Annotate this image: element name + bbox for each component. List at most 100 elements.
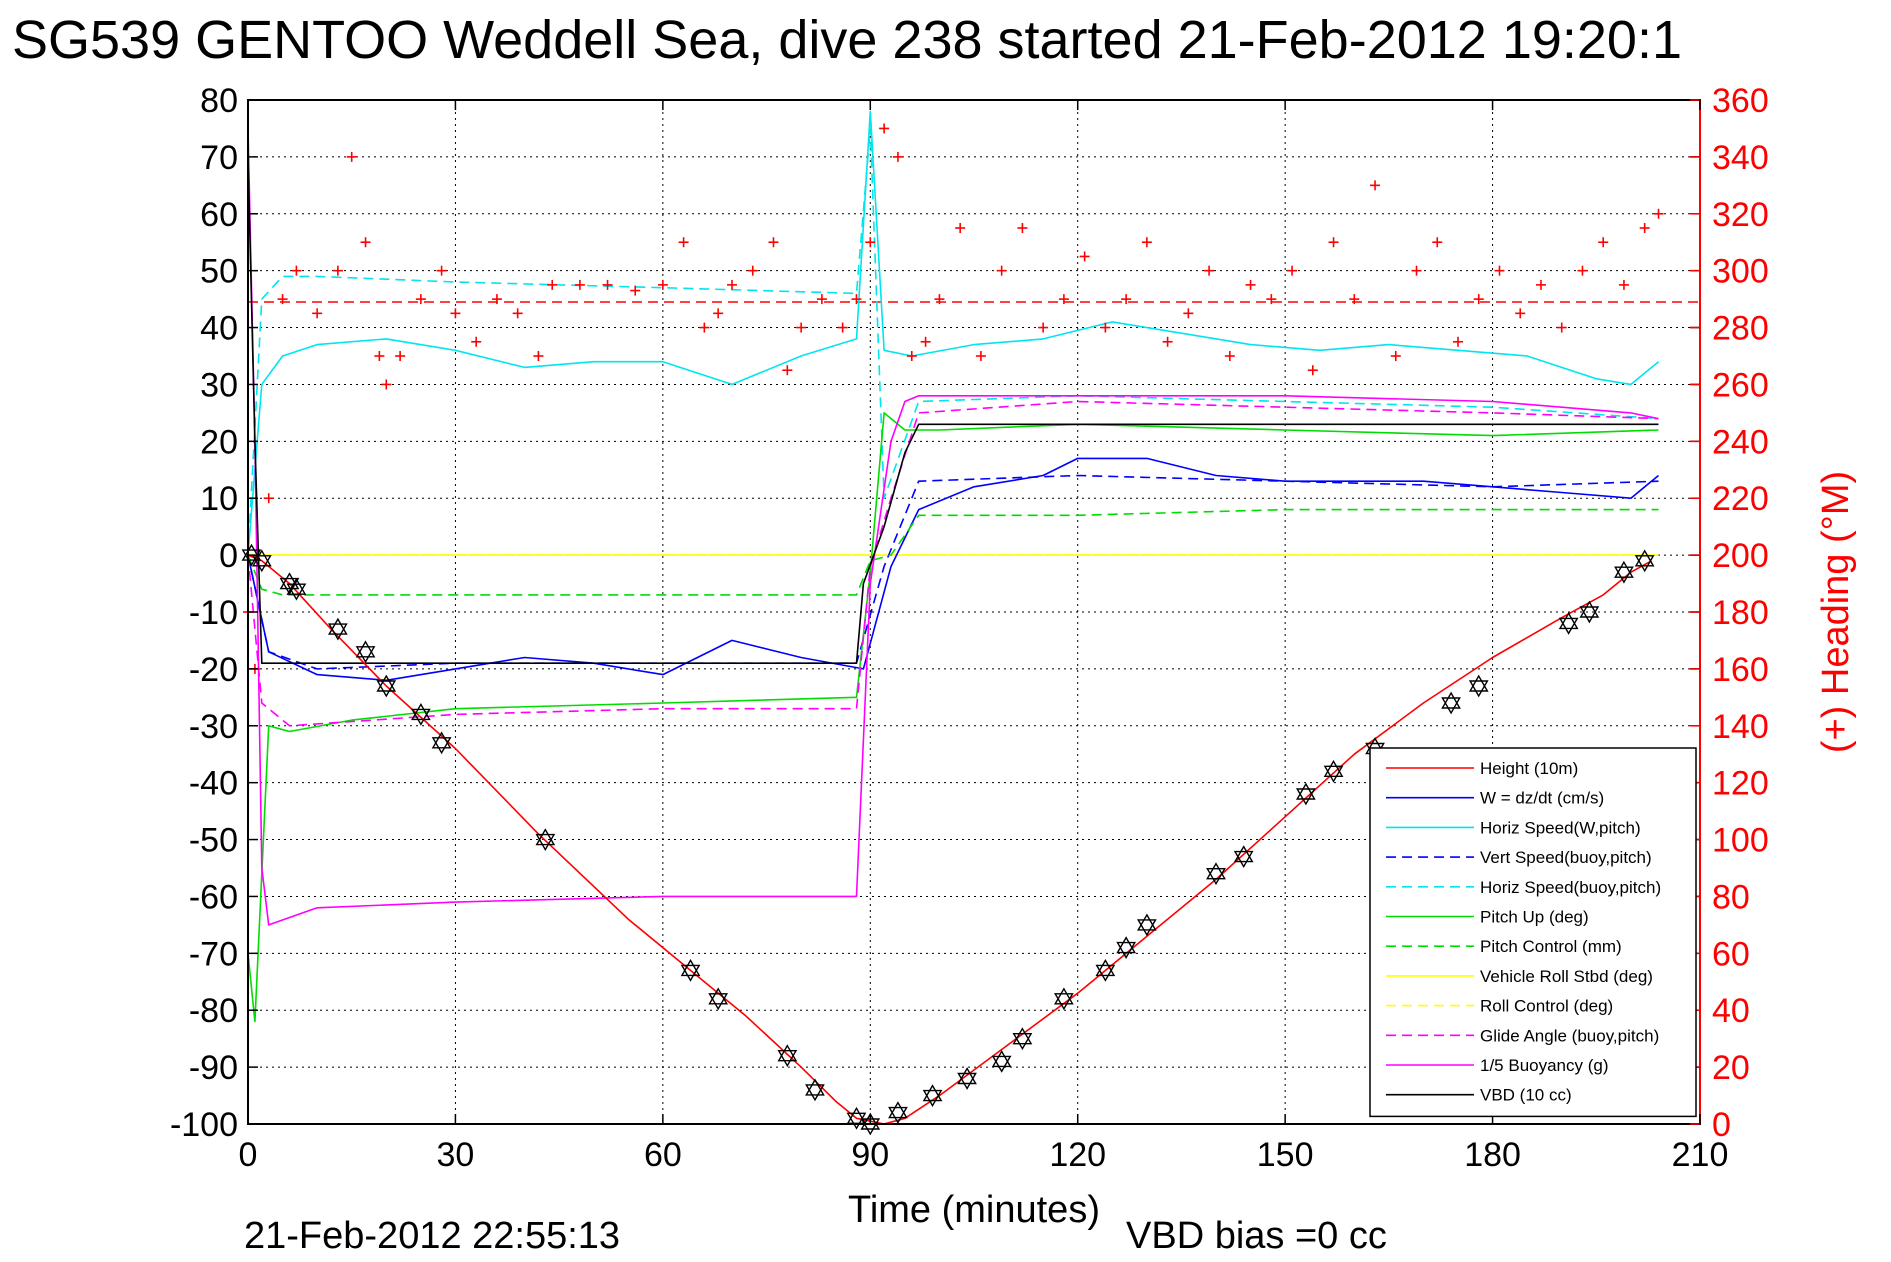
legend-label-roll-control-deg: Roll Control (deg) [1480,997,1613,1016]
y-right-tick-label: 180 [1712,594,1769,632]
heading-point [892,151,903,162]
height-markers [241,543,1655,1136]
height-marker [1116,936,1137,960]
height-marker-tri-up [1441,691,1461,709]
height-marker-tri-down [355,646,376,664]
heading-point [1224,351,1235,361]
height-marker [1233,845,1254,869]
x-tick-label: 210 [1672,1136,1729,1174]
legend-label-horiz-speed-buoy-pitch: Horiz Speed(buoy,pitch) [1480,878,1661,897]
x-axis-ticks: 0 30 60 90 120 150 180 210 [239,100,1729,1174]
height-marker-tri-up [957,1067,977,1085]
heading-point [312,308,323,319]
heading-point [1411,265,1422,276]
heading-point [1100,322,1111,333]
y-right-tick-label: 20 [1712,1049,1750,1087]
height-marker-tri-down [846,1112,867,1130]
height-marker-tri-up [991,1049,1012,1068]
height-marker-tri-down [251,555,272,573]
height-marker [1053,987,1074,1011]
height-marker-tri-down [1095,964,1116,982]
y-axis-left-ticks: -100-90-80-70-60-50-40-30-20-10010203040… [170,82,1700,1144]
heading-point [1349,294,1360,305]
heading-point [1058,294,1069,305]
height-marker [1295,782,1316,806]
height-marker-tri-up [286,577,307,595]
x-axis-label: Time (minutes) [848,1189,1100,1231]
heading-point [1390,351,1401,361]
height-marker-tri-up [535,828,556,846]
heading-point [657,279,668,290]
heading-point [1515,308,1526,319]
height-marker-tri-down [1233,850,1254,869]
y-right-tick-label: 160 [1712,651,1769,689]
heading-point [1370,180,1381,191]
y-tick-label: 60 [200,196,238,234]
legend-label-1-5-buoyancy-g: 1/5 Buoyancy (g) [1480,1056,1609,1075]
y-tick-label: 10 [200,480,238,518]
heading-point [1162,336,1173,347]
y-tick-label: 40 [200,310,238,348]
height-marker [1468,674,1489,698]
height-marker-tri-down [1579,606,1600,624]
height-marker [1579,600,1600,624]
y-tick-label: 80 [200,82,238,120]
y-right-tick-label: 300 [1712,253,1769,291]
legend-box [1369,747,1697,1118]
y-tick-label: -30 [189,708,238,746]
height-marker-tri-down [431,737,452,755]
heading-point [1653,208,1664,219]
heading-point [955,223,966,233]
heading-point [491,294,502,305]
heading-point [727,279,737,290]
y-tick-label: -90 [189,1049,238,1087]
series-pitch-control-mm [247,508,1659,596]
heading-point [574,279,585,290]
y-tick-label: -70 [189,935,238,973]
heading-point [768,237,779,248]
heading-point [934,294,945,305]
height-marker-tri-down [1468,680,1489,698]
height-marker-tri-down [286,583,307,601]
height-marker [1012,1027,1033,1051]
height-marker-tri-up [922,1084,943,1102]
height-marker [680,958,701,982]
height-marker-tri-up [410,702,431,721]
height-marker [376,674,397,698]
heading-point [747,265,758,276]
height-marker-tri-up [1634,549,1655,567]
series-1-5-buoyancy-g [247,128,1659,926]
height-marker [251,549,272,573]
height-marker-tri-up [1323,759,1344,777]
legend-label-height-10m: Height (10m) [1480,759,1578,778]
heading-point [547,279,558,290]
height-marker-tri-down [708,993,729,1011]
legend-label-w-dz-dt-cm-s: W = dz/dt (cm/s) [1480,789,1604,808]
heading-point [533,351,544,361]
heading-point [346,151,357,162]
y-tick-label: -60 [189,878,238,916]
heading-point [332,265,343,276]
x-tick-label: 120 [1049,1136,1106,1174]
height-marker-tri-up [376,674,397,692]
y-right-tick-label: 80 [1712,878,1750,916]
height-marker-tri-down [1295,788,1316,806]
height-marker-tri-down [1558,617,1579,635]
height-marker-tri-down [1136,919,1157,937]
heading-point [996,265,1007,276]
height-marker-tri-down [888,1106,908,1125]
y-right-tick-label: 360 [1712,82,1769,120]
x-tick-label: 30 [437,1136,475,1174]
heading-point [865,237,876,248]
y-right-tick-label: 120 [1712,765,1769,803]
heading-point [1432,237,1443,248]
height-marker [991,1049,1012,1073]
height-marker [535,828,556,852]
height-marker [957,1067,977,1090]
heading-point [1266,294,1277,305]
height-marker [1558,611,1579,635]
height-marker-tri-down [957,1072,977,1090]
height-marker-tri-down [805,1084,825,1102]
x-tick-label: 180 [1464,1136,1521,1174]
